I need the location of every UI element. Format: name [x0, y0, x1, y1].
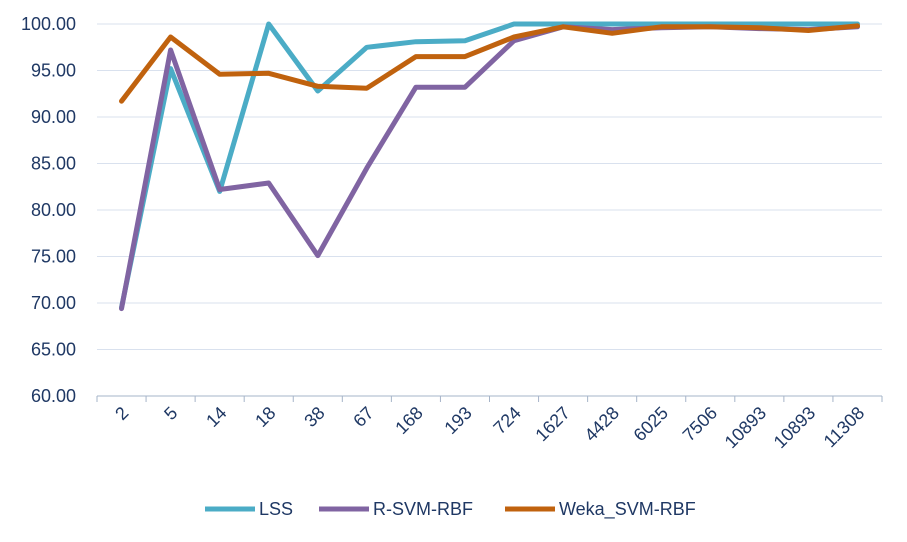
x-tick-label: 11308	[820, 403, 869, 452]
y-tick-label: 65.00	[31, 340, 76, 360]
y-tick-label: 70.00	[31, 293, 76, 313]
series-line-lss	[119, 21, 860, 311]
y-tick-label: 95.00	[31, 61, 76, 81]
series-line-weka-svm-rbf	[119, 23, 860, 104]
y-tick-label: 90.00	[31, 107, 76, 127]
x-tick-label: 10893	[770, 403, 820, 453]
x-tick-label: 67	[349, 403, 377, 431]
x-tick-label: 7506	[679, 403, 721, 445]
y-tick-label: 80.00	[31, 200, 76, 220]
legend-label: R-SVM-RBF	[373, 499, 473, 519]
y-tick-label: 75.00	[31, 247, 76, 267]
legend-label: Weka_SVM-RBF	[559, 499, 696, 520]
y-tick-label: 60.00	[31, 386, 76, 406]
gridlines	[96, 23, 883, 402]
y-axis-tick-labels: 60.00 65.00 70.00 75.00 80.00 85.00 90.00 95.00…	[21, 14, 76, 406]
x-tick-label: 18	[251, 403, 279, 431]
x-tick-label: 38	[300, 403, 328, 431]
x-axis-tick-labels: 2 5 14 18 38 67 168 193 724 1627 4428 6025 7506 10893…	[111, 403, 868, 453]
x-tick-label: 5	[160, 403, 181, 424]
x-tick-label: 1627	[531, 403, 573, 445]
x-tick-label: 168	[391, 403, 426, 438]
x-tick-label: 193	[440, 403, 475, 438]
y-tick-label: 100.00	[21, 14, 76, 34]
series-line-r-svm-rbf	[119, 24, 860, 312]
x-tick-label: 2	[111, 403, 132, 424]
series-lines	[119, 21, 860, 312]
x-tick-label: 10893	[721, 403, 771, 453]
x-tick-label: 724	[489, 403, 524, 438]
x-tick-label: 4428	[581, 403, 623, 445]
x-tick-label: 14	[202, 403, 230, 431]
legend: LSS R-SVM-RBF Weka_SVM-RBF	[205, 499, 696, 520]
x-tick-label: 6025	[630, 403, 672, 445]
y-tick-label: 85.00	[31, 154, 76, 174]
legend-label: LSS	[259, 499, 293, 519]
